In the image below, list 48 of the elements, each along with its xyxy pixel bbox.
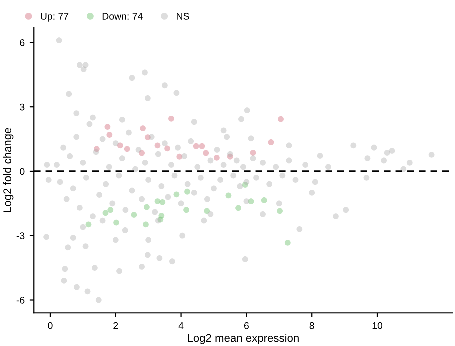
y-tick-label: 0: [20, 168, 25, 176]
point: [203, 150, 210, 156]
point: [277, 208, 283, 214]
point: [124, 146, 130, 152]
point: [284, 240, 291, 246]
point: [86, 222, 92, 228]
point: [214, 155, 220, 161]
point: [236, 205, 242, 212]
point: [144, 204, 150, 210]
legend-label: Up: 77: [41, 13, 69, 22]
point: [199, 143, 206, 150]
x-tick-label: 8: [310, 322, 314, 330]
x-tick-label: 2: [114, 322, 118, 330]
point: [104, 124, 111, 130]
point: [160, 199, 166, 206]
point: [143, 222, 149, 228]
legend-label: NS: [177, 13, 190, 20]
point: [106, 132, 113, 138]
y-tick-label: 3: [20, 104, 25, 111]
x-tick-label: 0: [48, 322, 53, 330]
point: [108, 207, 114, 214]
point: [261, 198, 268, 204]
y-tick-label: -6: [16, 296, 25, 304]
point: [174, 192, 180, 198]
point: [164, 146, 170, 152]
point: [131, 212, 138, 218]
x-tick-label: 6: [244, 322, 249, 330]
y-tick-label: 6: [20, 39, 25, 46]
point: [184, 207, 190, 214]
point: [140, 126, 146, 132]
y-tick-label: -3: [16, 232, 25, 240]
point: [268, 140, 274, 146]
point: [184, 188, 190, 195]
point: [114, 220, 120, 226]
point: [168, 116, 174, 122]
y-axis-title: Log2 fold change: [3, 128, 14, 212]
x-tick-label: 4: [178, 322, 184, 330]
x-axis-title: Log2 mean expression: [188, 334, 299, 344]
point: [278, 116, 284, 122]
legend-label: Down: 74: [102, 13, 143, 20]
x-tick-label: 10: [372, 322, 383, 330]
point: [118, 142, 124, 149]
point: [154, 142, 161, 149]
point: [226, 192, 232, 199]
point: [250, 150, 256, 156]
point: [154, 198, 161, 204]
point: [102, 210, 109, 216]
point: [193, 143, 200, 150]
